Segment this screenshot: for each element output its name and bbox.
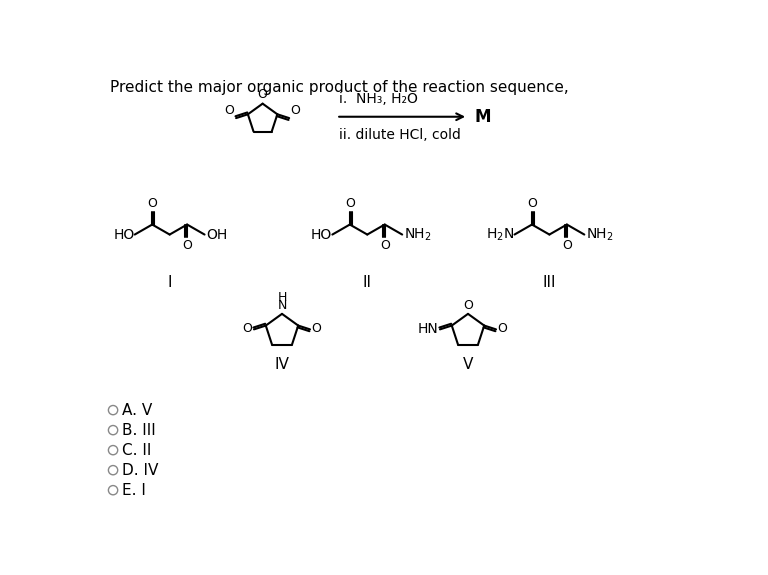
Text: HO: HO [114, 228, 134, 242]
Text: III: III [543, 275, 556, 290]
Text: II: II [362, 275, 372, 290]
Text: NH$_2$: NH$_2$ [404, 227, 432, 243]
Text: O: O [562, 239, 572, 252]
Text: NH$_2$: NH$_2$ [586, 227, 614, 243]
Text: O: O [463, 298, 473, 312]
Text: HN: HN [418, 323, 439, 336]
Text: O: O [258, 89, 267, 101]
Text: ii. dilute HCl, cold: ii. dilute HCl, cold [339, 128, 462, 141]
Text: O: O [147, 197, 157, 210]
Text: O: O [291, 104, 300, 117]
Text: B. III: B. III [122, 423, 156, 438]
Text: O: O [345, 197, 355, 210]
Text: O: O [243, 322, 253, 335]
Text: O: O [225, 104, 234, 117]
Text: O: O [527, 197, 537, 210]
Text: OH: OH [206, 228, 227, 242]
Text: D. IV: D. IV [122, 463, 159, 478]
Text: O: O [380, 239, 389, 252]
Text: O: O [182, 239, 192, 252]
Text: A. V: A. V [122, 402, 153, 417]
Text: O: O [312, 322, 322, 335]
Text: i.  NH₃, H₂O: i. NH₃, H₂O [339, 92, 419, 106]
Text: IV: IV [275, 357, 290, 372]
Text: H: H [278, 291, 287, 304]
Text: Predict the major organic product of the reaction sequence,: Predict the major organic product of the… [110, 80, 568, 95]
Text: H$_2$N: H$_2$N [486, 227, 515, 243]
Text: V: V [463, 357, 473, 372]
Text: HO: HO [311, 228, 333, 242]
Text: O: O [498, 322, 508, 335]
Text: C. II: C. II [122, 443, 152, 458]
Text: E. I: E. I [122, 482, 146, 498]
Text: N: N [278, 300, 287, 312]
Text: M: M [474, 108, 491, 126]
Text: I: I [167, 275, 172, 290]
